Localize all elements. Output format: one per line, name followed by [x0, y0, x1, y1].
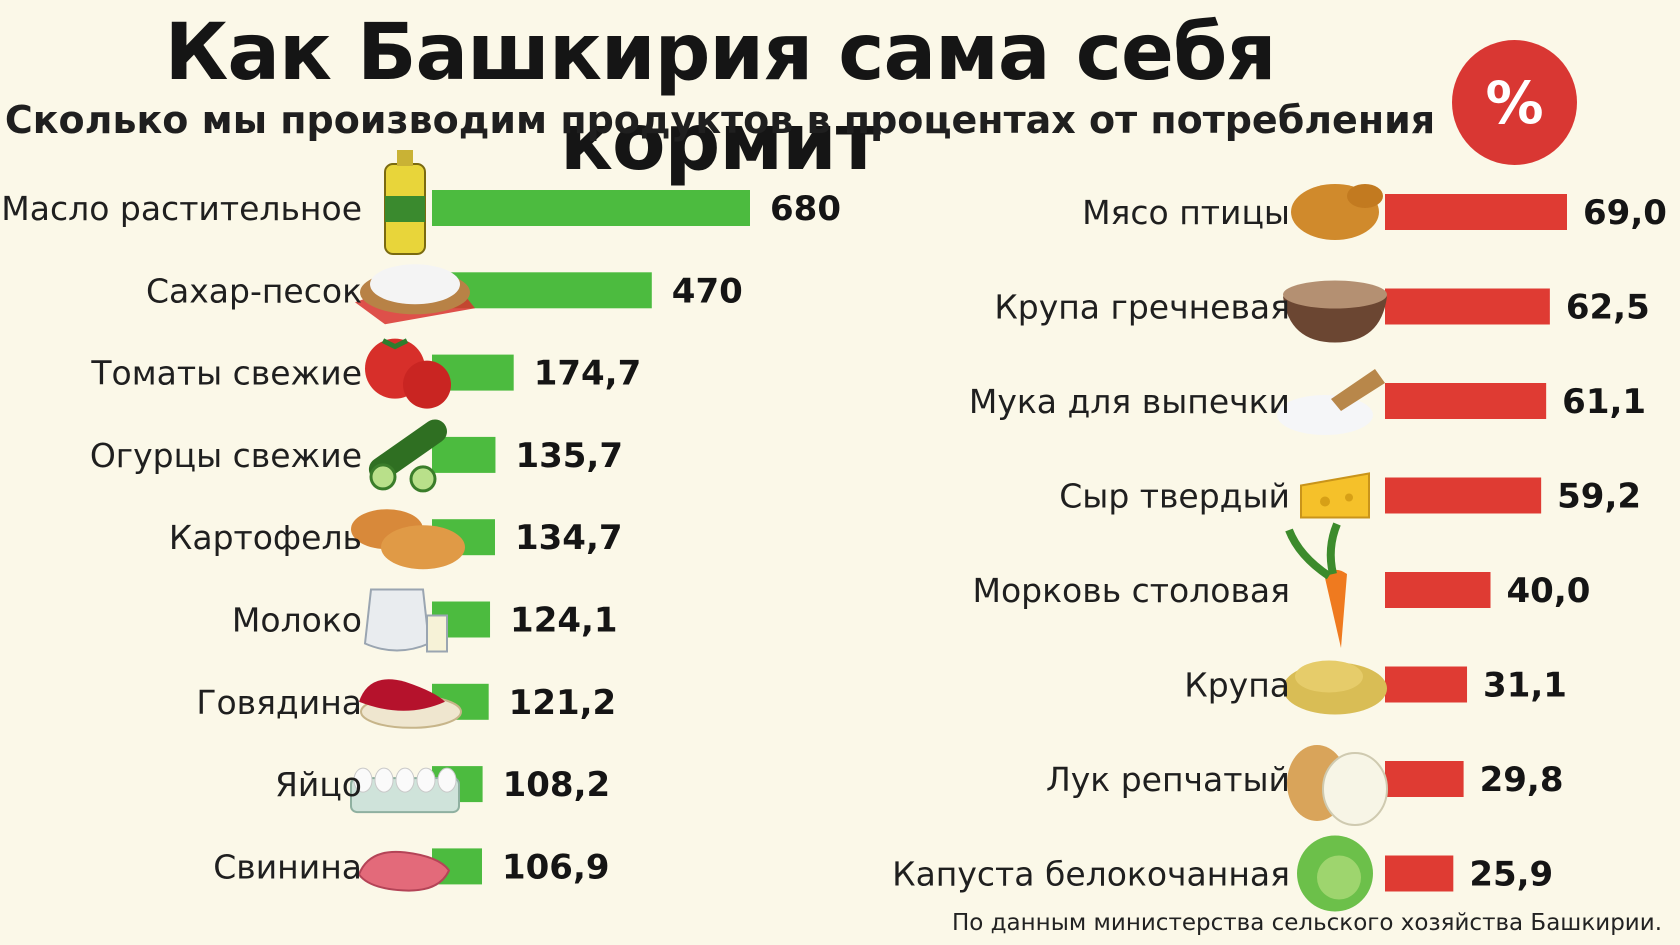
value-label: 108,2 — [503, 765, 611, 805]
value-label: 106,9 — [502, 847, 610, 887]
category-label: Свинина — [213, 847, 362, 886]
value-label: 31,1 — [1483, 666, 1567, 706]
beef-icon — [359, 679, 462, 729]
category-label: Крупа гречневая — [994, 288, 1290, 327]
category-label: Сыр твердый — [1059, 477, 1290, 516]
value-label: 61,1 — [1562, 382, 1646, 422]
tomatoes-icon — [365, 338, 451, 409]
cheese-icon — [1300, 472, 1370, 519]
sugar-bowl-icon — [355, 264, 475, 325]
page-title: Как Башкирия сама себя кормит — [164, 8, 1277, 188]
category-label: Сахар-песок — [146, 271, 362, 310]
category-label: Молоко — [232, 601, 362, 640]
bar — [1385, 477, 1542, 514]
bar — [1385, 383, 1547, 419]
flour-scoop-icon — [1277, 369, 1385, 435]
bar — [1385, 666, 1468, 703]
category-label: Крупа — [1184, 666, 1290, 705]
source-note: По данным министерства сельского хозяйст… — [951, 910, 1662, 936]
value-label: 121,2 — [509, 683, 617, 723]
bar — [1385, 288, 1550, 325]
value-label: 59,2 — [1557, 477, 1641, 517]
value-label: 470 — [672, 271, 743, 311]
bar — [432, 436, 496, 473]
category-label: Капуста белокочанная — [892, 855, 1290, 894]
cucumbers-icon — [368, 419, 447, 493]
bar — [1385, 194, 1567, 230]
milk-jug-icon — [363, 588, 448, 653]
value-label: 62,5 — [1566, 288, 1650, 328]
category-label: Говядина — [196, 683, 362, 722]
onions-icon — [1287, 745, 1388, 826]
page-subtitle: Сколько мы производим продуктов в процен… — [4, 98, 1436, 142]
value-label: 174,7 — [534, 354, 642, 394]
category-label: Морковь столовая — [973, 571, 1290, 610]
pork-icon — [357, 850, 451, 892]
category-label: Масло растительное — [1, 189, 362, 228]
bar — [1385, 761, 1464, 797]
bar — [1385, 855, 1454, 892]
buckwheat-bowl-icon — [1283, 280, 1387, 343]
value-label: 40,0 — [1507, 571, 1591, 611]
grain-pile-icon — [1283, 660, 1387, 715]
eggs-icon — [350, 767, 460, 814]
value-label: 124,1 — [510, 601, 618, 641]
cabbage-icon — [1297, 835, 1373, 912]
value-label: 134,7 — [515, 518, 623, 558]
percent-badge-icon: % — [1452, 40, 1577, 165]
value-label: 69,0 — [1583, 193, 1667, 233]
category-label: Мясо птицы — [1082, 193, 1290, 232]
roast-chicken-icon — [1291, 184, 1383, 240]
category-label: Яйцо — [275, 765, 362, 804]
bar — [1385, 572, 1491, 608]
category-label: Огурцы свежие — [90, 436, 362, 475]
category-label: Картофель — [169, 518, 362, 557]
carrot-icon — [1285, 522, 1347, 648]
value-label: 29,8 — [1480, 760, 1564, 800]
bar — [432, 190, 750, 226]
category-label: Мука для выпечки — [969, 382, 1290, 421]
value-label: 25,9 — [1469, 855, 1553, 895]
category-label: Томаты свежие — [90, 354, 362, 393]
potatoes-icon — [351, 509, 465, 570]
value-label: 135,7 — [515, 436, 623, 476]
value-label: 680 — [770, 189, 841, 229]
oil-bottle-icon — [384, 150, 426, 255]
category-label: Лук репчатый — [1046, 760, 1290, 799]
